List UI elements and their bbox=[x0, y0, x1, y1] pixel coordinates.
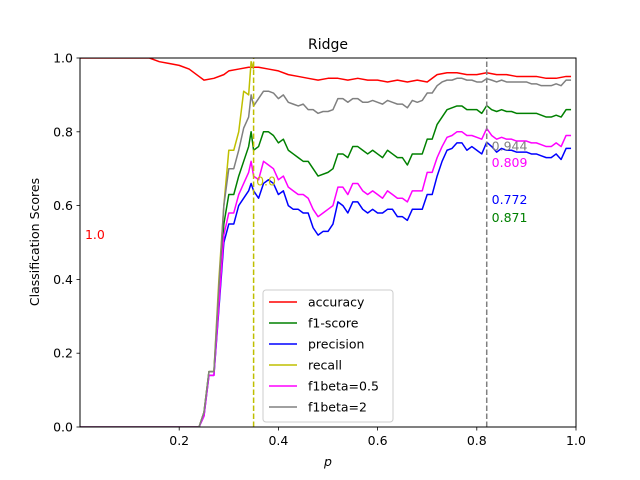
annotation-1: 0.944 bbox=[492, 138, 528, 153]
x-tick-label: 0.2 bbox=[169, 433, 189, 448]
annotation-3: 0.772 bbox=[492, 192, 528, 207]
annotation-2: 0.809 bbox=[492, 155, 528, 170]
x-tick-label: 0.6 bbox=[368, 433, 388, 448]
annotation-4: 0.871 bbox=[492, 210, 528, 225]
x-tick-label: 0.8 bbox=[467, 433, 487, 448]
y-tick-label: 0.6 bbox=[53, 198, 73, 213]
y-tick-label: 0.8 bbox=[53, 124, 73, 139]
chart-title: Ridge bbox=[308, 37, 348, 53]
series-line-0 bbox=[80, 58, 572, 83]
legend-label-3: recall bbox=[308, 358, 342, 373]
x-axis-label: p bbox=[323, 454, 332, 469]
legend-label-1: f1-score bbox=[308, 316, 359, 331]
annotation-layer: 1.0 0.944 0.809 0.772 0.871 0.0 bbox=[85, 138, 528, 242]
annotation-0: 1.0 bbox=[85, 227, 105, 242]
plot-frame bbox=[79, 57, 577, 428]
y-tick-label: 0.4 bbox=[53, 272, 73, 287]
y-tick-label: 0.0 bbox=[53, 420, 73, 435]
x-tick-label: 1.0 bbox=[566, 433, 586, 448]
legend-label-0: accuracy bbox=[308, 295, 365, 310]
y-tick-label: 1.0 bbox=[53, 51, 73, 66]
x-tick-label: 0.4 bbox=[268, 433, 288, 448]
ticks-layer: 0.2 0.4 0.6 0.8 1.0 0.0 0.2 0.4 0.6 0.8 1.0 bbox=[53, 51, 586, 449]
vline-layer bbox=[252, 58, 488, 427]
legend-label-2: precision bbox=[308, 337, 364, 352]
annotation-5: 0.0 bbox=[256, 173, 276, 188]
series-line-1 bbox=[80, 104, 572, 427]
y-tick-label: 0.2 bbox=[53, 346, 73, 361]
y-axis-label: Classification Scores bbox=[27, 178, 42, 306]
legend-label-5: f1beta=2 bbox=[308, 400, 367, 415]
legend-label-4: f1beta=0.5 bbox=[308, 379, 379, 394]
legend: accuracy f1-score precision recall f1beta=0.… bbox=[262, 289, 394, 423]
